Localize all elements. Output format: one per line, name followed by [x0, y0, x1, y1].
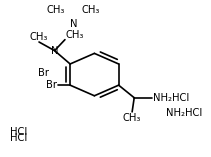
Text: N: N	[70, 19, 77, 29]
Text: N: N	[51, 46, 58, 56]
Text: NH₂HCl: NH₂HCl	[153, 93, 189, 103]
Text: CH₃: CH₃	[81, 5, 99, 15]
Text: NH₂HCl: NH₂HCl	[166, 108, 202, 118]
Text: HCl: HCl	[10, 127, 28, 137]
Text: HCl: HCl	[10, 133, 28, 143]
Text: Br: Br	[46, 80, 57, 90]
Text: Br: Br	[38, 68, 49, 78]
Text: CH₃: CH₃	[123, 113, 141, 123]
Text: CH₃: CH₃	[47, 5, 65, 15]
Text: CH₃: CH₃	[30, 32, 48, 42]
Text: CH₃: CH₃	[66, 30, 84, 40]
